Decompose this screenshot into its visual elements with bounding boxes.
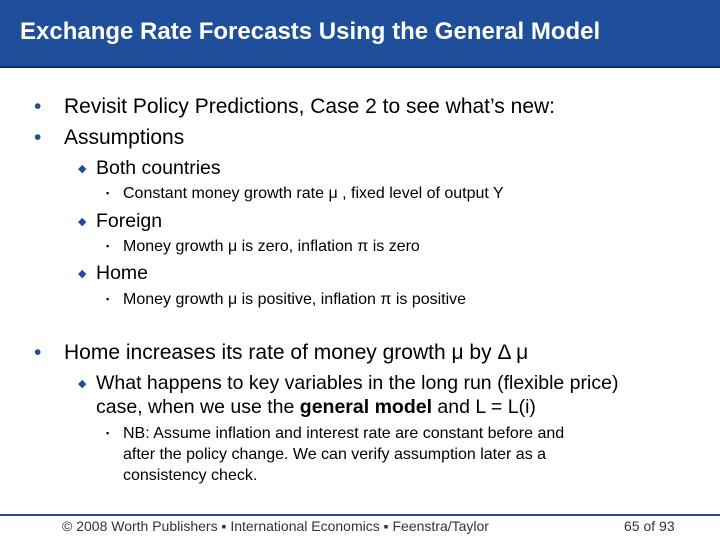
bullet-foreign-money-growth: Money growth μ is zero, inflation π is z… — [123, 238, 420, 255]
page-number: 65 of 93 — [624, 518, 675, 534]
footer-divider — [0, 514, 720, 516]
bullet-nb-line1: NB: Assume inflation and interest rate a… — [123, 425, 565, 442]
text-general-model: general model — [299, 396, 433, 418]
bullet-square-icon: ▪ — [106, 241, 110, 251]
footer-copyright: © 2008 Worth Publishers ▪ International … — [62, 518, 489, 534]
text-and-l: and L = L(i) — [432, 396, 536, 418]
bullet-dot-icon: • — [34, 95, 42, 118]
bullet-home: Home — [96, 262, 149, 284]
bullet-diamond-icon: ◆ — [78, 163, 87, 175]
bullet-revisit: Revisit Policy Predictions, Case 2 to se… — [64, 95, 555, 118]
bullet-diamond-icon: ◆ — [78, 268, 87, 280]
bullet-square-icon: ▪ — [106, 428, 110, 438]
bullet-assumptions: Assumptions — [64, 126, 185, 149]
slide-title: Exchange Rate Forecasts Using the Genera… — [20, 18, 601, 45]
bullet-dot-icon: • — [34, 126, 42, 149]
bullet-both-countries: Both countries — [96, 157, 221, 179]
bullet-home-money-growth: Money growth μ is positive, inflation π … — [123, 291, 467, 308]
bullet-nb-line2: after the policy change. We can verify a… — [123, 446, 547, 463]
title-bar: Exchange Rate Forecasts Using the Genera… — [0, 0, 720, 68]
bullet-foreign: Foreign — [96, 210, 163, 232]
text-case-when: case, when we use the — [96, 396, 300, 418]
bullet-square-icon: ▪ — [106, 294, 110, 304]
bullet-nb-line3: consistency check. — [123, 467, 258, 484]
bullet-dot-icon: • — [34, 341, 42, 364]
bullet-diamond-icon: ◆ — [78, 216, 87, 228]
bullet-what-happens-line1: What happens to key variables in the lon… — [96, 372, 619, 394]
bullet-home-increases: Home increases its rate of money growth … — [64, 341, 529, 364]
bullet-diamond-icon: ◆ — [78, 378, 87, 390]
bullet-constant-money-growth: Constant money growth rate μ , fixed lev… — [123, 185, 504, 202]
bullet-what-happens-line2: case, when we use the general model and … — [96, 396, 536, 419]
bullet-square-icon: ▪ — [106, 188, 110, 198]
